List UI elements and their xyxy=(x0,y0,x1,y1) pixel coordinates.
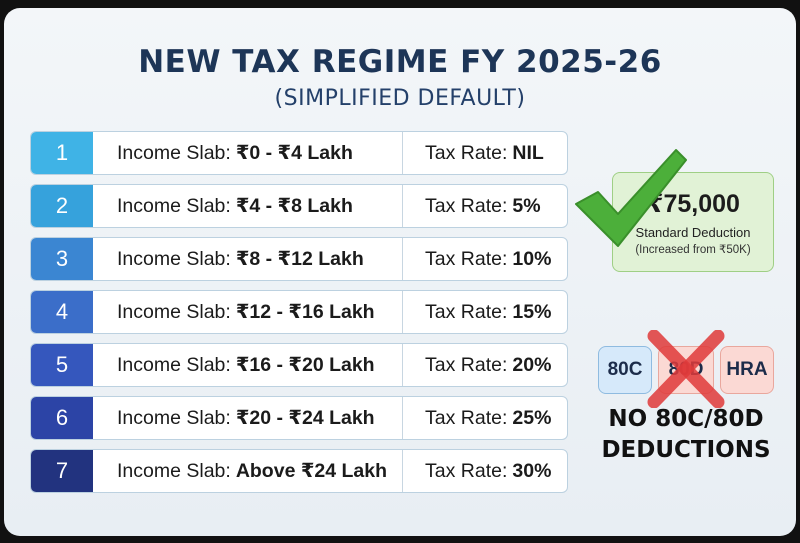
income-slab: Income Slab: ₹4 - ₹8 Lakh xyxy=(93,185,403,227)
income-slab-value: ₹20 - ₹24 Lakh xyxy=(235,407,375,429)
tax-rate-value: 15% xyxy=(512,300,552,323)
no-deductions-line2: DEDUCTIONS xyxy=(601,437,771,463)
chip-hra: HRA xyxy=(720,346,774,394)
tax-rate-label: Tax Rate: xyxy=(425,247,508,270)
income-slab-label: Income Slab: xyxy=(117,406,231,429)
slab-row-3: 3 Income Slab: ₹8 - ₹12 Lakh Tax Rate: 1… xyxy=(30,237,568,281)
slab-number: 6 xyxy=(31,397,93,439)
no-deductions-caption: NO 80C/80D DEDUCTIONS xyxy=(596,404,776,466)
slab-row-2: 2 Income Slab: ₹4 - ₹8 Lakh Tax Rate: 5% xyxy=(30,184,568,228)
income-slab-value: ₹12 - ₹16 Lakh xyxy=(235,301,375,323)
income-slab-label: Income Slab: xyxy=(117,459,231,482)
standard-deduction-amount: ₹75,000 xyxy=(646,190,740,218)
slab-number: 3 xyxy=(31,238,93,280)
income-slab: Income Slab: ₹0 - ₹4 Lakh xyxy=(93,132,403,174)
slab-number: 2 xyxy=(31,185,93,227)
tax-rate-label: Tax Rate: xyxy=(425,141,508,164)
tax-rate: Tax Rate: 5% xyxy=(403,185,567,227)
tax-rate-label: Tax Rate: xyxy=(425,459,508,482)
tax-rate-label: Tax Rate: xyxy=(425,353,508,376)
income-slab-value: ₹4 - ₹8 Lakh xyxy=(235,195,353,217)
standard-deduction-box: ₹75,000 Standard Deduction (Increased fr… xyxy=(612,172,774,272)
slab-row-5: 5 Income Slab: ₹16 - ₹20 Lakh Tax Rate: … xyxy=(30,343,568,387)
tax-rate-value: 30% xyxy=(512,459,552,482)
tax-rate-value: 10% xyxy=(512,247,552,270)
income-slab-label: Income Slab: xyxy=(117,353,231,376)
income-slab-value: ₹0 - ₹4 Lakh xyxy=(235,142,353,164)
income-slab-label: Income Slab: xyxy=(117,247,231,270)
slab-row-1: 1 Income Slab: ₹0 - ₹4 Lakh Tax Rate: NI… xyxy=(30,131,568,175)
income-slab-value: ₹16 - ₹20 Lakh xyxy=(235,354,375,376)
tax-rate-value: NIL xyxy=(512,141,544,164)
chip-80c: 80C xyxy=(598,346,652,394)
slab-row-7: 7 Income Slab: Above ₹24 Lakh Tax Rate: … xyxy=(30,449,568,493)
tax-rate: Tax Rate: 25% xyxy=(403,397,567,439)
income-slab: Income Slab: ₹20 - ₹24 Lakh xyxy=(93,397,403,439)
checkmark-icon xyxy=(575,149,687,247)
slab-number: 7 xyxy=(31,450,93,492)
cross-icon xyxy=(647,330,725,408)
tax-rate-label: Tax Rate: xyxy=(425,406,508,429)
standard-deduction-label: Standard Deduction xyxy=(635,225,751,240)
page-title: NEW TAX REGIME FY 2025-26 xyxy=(138,44,662,80)
slab-row-6: 6 Income Slab: ₹20 - ₹24 Lakh Tax Rate: … xyxy=(30,396,568,440)
income-slab-value: Above ₹24 Lakh xyxy=(235,460,388,482)
standard-deduction-note: (Increased from ₹50K) xyxy=(635,244,751,256)
slab-number: 4 xyxy=(31,291,93,333)
slab-number: 1 xyxy=(31,132,93,174)
page-subtitle: (SIMPLIFIED DEFAULT) xyxy=(274,86,526,111)
no-deductions-line1: NO 80C/80D xyxy=(608,406,764,432)
tax-rate: Tax Rate: 20% xyxy=(403,344,567,386)
income-slab-label: Income Slab: xyxy=(117,194,231,217)
slab-number: 5 xyxy=(31,344,93,386)
income-slab: Income Slab: ₹8 - ₹12 Lakh xyxy=(93,238,403,280)
income-slab: Income Slab: Above ₹24 Lakh xyxy=(93,450,403,492)
slab-row-4: 4 Income Slab: ₹12 - ₹16 Lakh Tax Rate: … xyxy=(30,290,568,334)
income-slab: Income Slab: ₹12 - ₹16 Lakh xyxy=(93,291,403,333)
income-slab: Income Slab: ₹16 - ₹20 Lakh xyxy=(93,344,403,386)
income-slab-value: ₹8 - ₹12 Lakh xyxy=(235,248,364,270)
tax-rate: Tax Rate: 10% xyxy=(403,238,567,280)
tax-rate-label: Tax Rate: xyxy=(425,300,508,323)
tax-rate-value: 5% xyxy=(512,194,541,217)
tax-rate: Tax Rate: 30% xyxy=(403,450,567,492)
tax-rate: Tax Rate: NIL xyxy=(403,132,567,174)
income-slab-label: Income Slab: xyxy=(117,141,231,164)
tax-rate: Tax Rate: 15% xyxy=(403,291,567,333)
income-slab-label: Income Slab: xyxy=(117,300,231,323)
tax-rate-value: 20% xyxy=(512,353,552,376)
tax-rate-label: Tax Rate: xyxy=(425,194,508,217)
tax-rate-value: 25% xyxy=(512,406,552,429)
